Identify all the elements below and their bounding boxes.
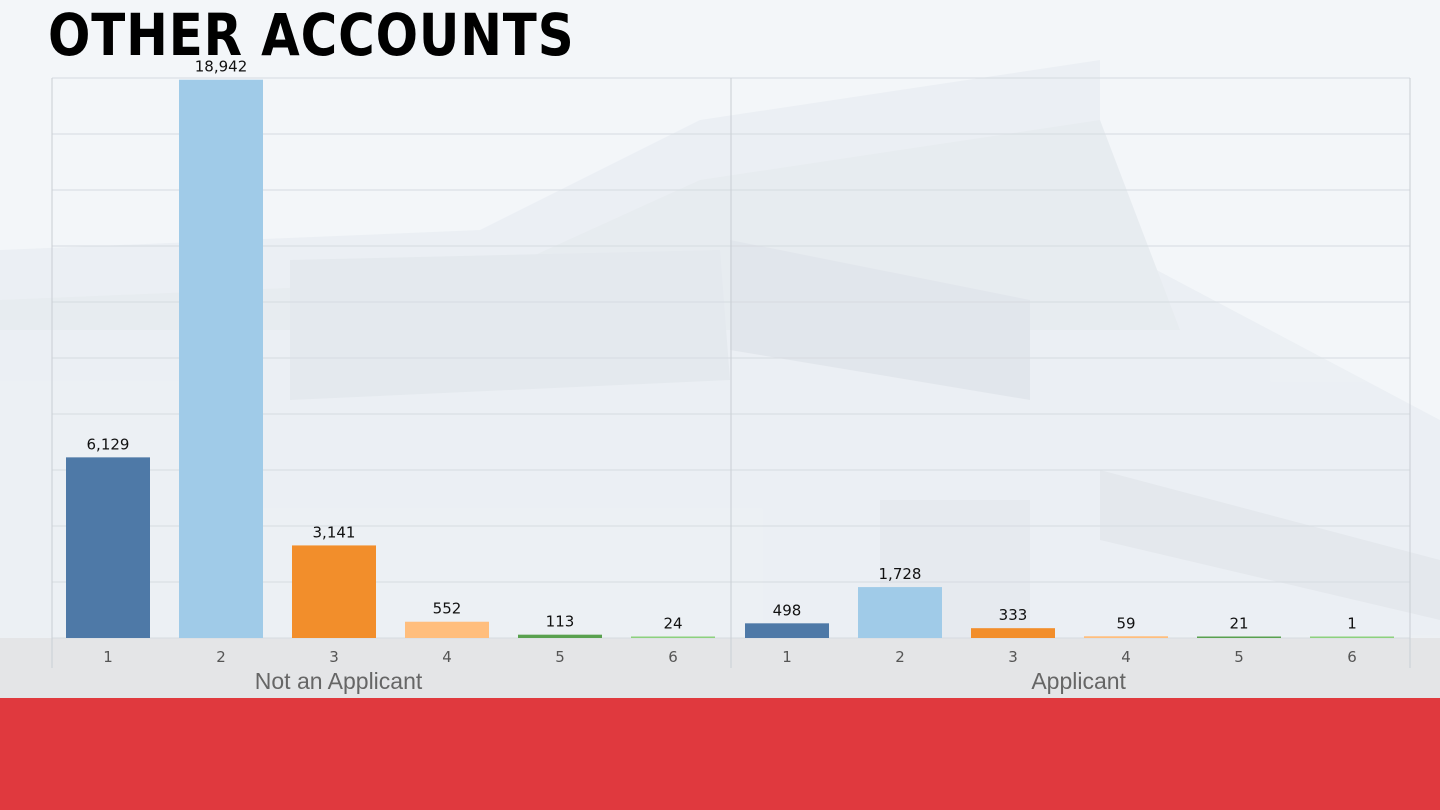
bar-value-label: 1,728 [879,565,922,583]
bar [1310,636,1394,638]
group-label: Applicant [1031,668,1126,694]
bars [66,79,1394,638]
x-tick-label: 4 [442,648,452,666]
bar [971,628,1055,638]
value-labels: 6,129 18,942 3,141 552 113 24 498 1,728 333 59 21 1 [87,58,1357,633]
bar-value-label: 6,129 [87,435,130,453]
footer-band [0,698,1440,810]
bar-value-label: 21 [1229,615,1248,633]
bar-value-label: 18,942 [195,58,248,76]
bar-value-label: 333 [999,606,1028,624]
bar-value-label: 24 [663,615,682,633]
x-tick-label: 5 [1234,648,1244,666]
slide-title: OTHER ACCOUNTS [48,1,575,69]
x-tick-label: 3 [1008,648,1018,666]
bar [1084,636,1168,638]
x-tick-label: 2 [216,648,226,666]
bar-value-label: 3,141 [313,523,356,541]
bar [518,634,602,638]
tick-labels: 1 2 3 4 5 6 1 2 3 4 5 6 [103,648,1357,666]
x-tick-label: 1 [103,648,113,666]
x-tick-label: 6 [1347,648,1357,666]
x-tick-label: 3 [329,648,339,666]
axis-band [0,638,1440,698]
x-tick-label: 4 [1121,648,1131,666]
bar-value-label: 1 [1347,615,1357,633]
gridlines [51,77,1411,668]
bar [179,79,263,638]
x-tick-label: 6 [668,648,678,666]
group-label: Not an Applicant [255,668,423,694]
bar [292,545,376,638]
bar-value-label: 59 [1116,614,1135,632]
bar [858,587,942,638]
bar [745,623,829,638]
x-tick-label: 2 [895,648,905,666]
bar [405,621,489,638]
group-labels: Not an Applicant Applicant [255,668,1127,694]
building-background-photo [0,120,1440,638]
x-tick-label: 1 [782,648,792,666]
bar-value-label: 498 [773,601,802,619]
x-tick-label: 5 [555,648,565,666]
bar [1197,636,1281,638]
bar-value-label: 113 [546,613,575,631]
bar [66,457,150,638]
bar [631,636,715,638]
bar-value-label: 552 [433,600,462,618]
